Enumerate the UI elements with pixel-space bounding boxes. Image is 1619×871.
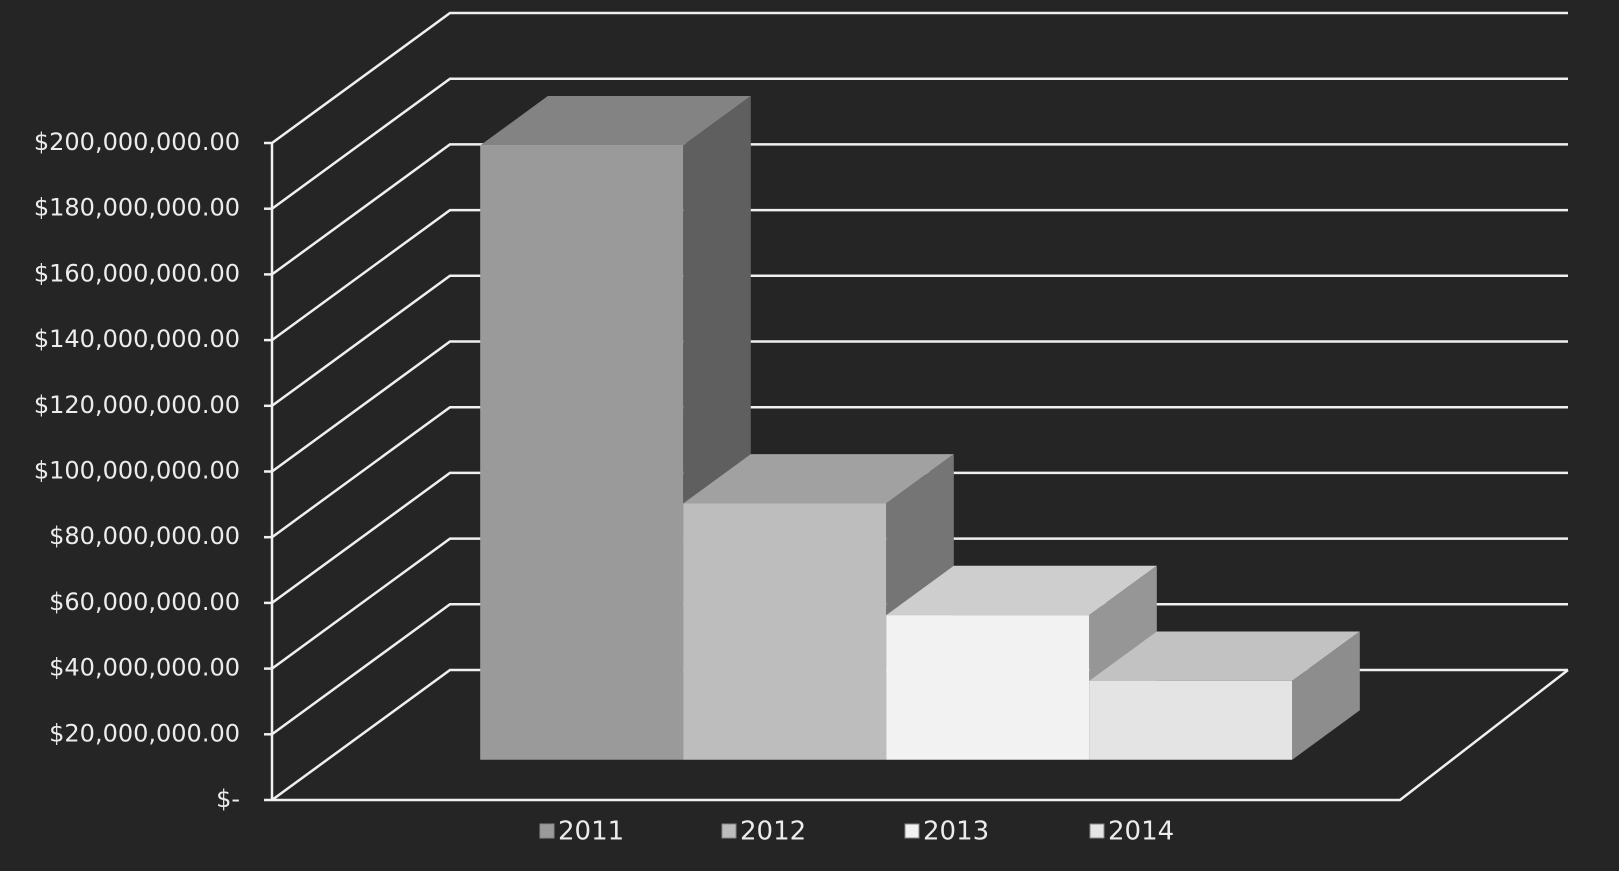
y-tick-label: $80,000,000.00: [49, 522, 240, 550]
grid-line: [271, 77, 1568, 210]
legend-swatch: [904, 823, 920, 839]
grid-line: [271, 471, 1568, 604]
y-tick-label: $160,000,000.00: [34, 259, 240, 287]
bar-side: [1292, 631, 1360, 760]
bar-top: [886, 565, 1157, 616]
y-tick-label: $20,000,000.00: [49, 719, 240, 747]
grid-line: [271, 603, 1568, 736]
grid-line: [271, 340, 1568, 473]
legend-swatch: [539, 823, 555, 839]
legend-label: 2013: [923, 817, 989, 847]
bar: [1089, 680, 1293, 760]
y-tick-label: $180,000,000.00: [34, 194, 240, 222]
bar-top: [1089, 631, 1360, 681]
bar: [480, 145, 684, 760]
y-tick-label: $100,000,000.00: [34, 457, 240, 485]
legend-label: 2012: [740, 817, 806, 847]
y-tick-label: $-: [216, 785, 240, 813]
bar: [683, 503, 887, 760]
grid-line: [271, 208, 1568, 342]
y-tick-label: $120,000,000.00: [34, 391, 240, 419]
y-tick-label: $200,000,000.00: [34, 128, 240, 156]
legend-swatch: [1089, 823, 1105, 839]
grid-line: [271, 11, 1568, 145]
bar: [886, 615, 1090, 760]
y-tick-label: $60,000,000.00: [49, 588, 240, 616]
floor-edge: [272, 669, 1569, 802]
y-tick-label: $40,000,000.00: [49, 654, 240, 682]
bar-top: [480, 96, 751, 146]
grid-line: [271, 143, 1568, 276]
bar-top: [683, 454, 954, 504]
legend-swatch: [721, 823, 737, 839]
grid-line: [271, 405, 1568, 539]
legend-label: 2014: [1108, 817, 1174, 847]
y-tick-label: $140,000,000.00: [34, 325, 240, 353]
grid-line: [271, 274, 1568, 407]
grid-line: [271, 537, 1568, 670]
legend-label: 2011: [558, 817, 624, 847]
